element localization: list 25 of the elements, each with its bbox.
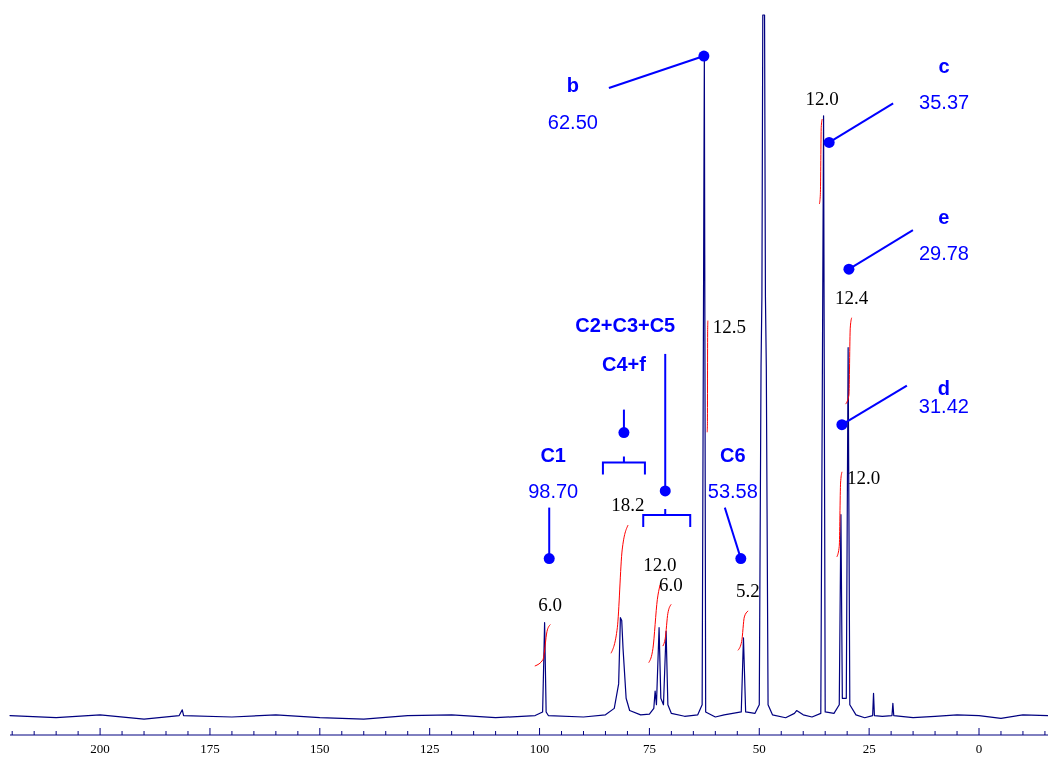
annotation: C4+f — [601, 352, 647, 375]
x-tick-label: 150 — [310, 741, 330, 756]
annotation: d 31.42 — [918, 376, 969, 417]
x-tick-label: 50 — [752, 741, 766, 756]
annotation: 5.2 — [735, 580, 760, 602]
x-tick-label: 75 — [642, 741, 656, 756]
annotation: 18.2 — [611, 494, 645, 516]
annotation: e 29.78 — [918, 206, 969, 265]
annotation: 6.0 — [538, 593, 562, 615]
x-tick-label: 0 — [975, 741, 983, 756]
annotation: C2+C3+C5 — [575, 313, 676, 336]
annotation: c 35.37 — [919, 55, 970, 114]
annotation: b 62.50 — [547, 74, 598, 134]
x-tick-label: 125 — [419, 741, 440, 756]
x-tick-label: 175 — [200, 741, 220, 756]
annotation: C1 98.70 — [528, 443, 579, 502]
annotation: 12.5 — [712, 316, 747, 337]
annotation: 12.4 — [834, 287, 869, 309]
annotation: C6 53.58 — [707, 443, 758, 502]
annotation: 6.0 — [659, 573, 683, 595]
x-tick-label: 100 — [529, 741, 550, 756]
annotation: 12.0 — [643, 554, 677, 576]
annotation: 12.0 — [805, 88, 839, 110]
x-tick-label: 200 — [90, 741, 110, 756]
x-tick-label: 25 — [862, 741, 876, 756]
